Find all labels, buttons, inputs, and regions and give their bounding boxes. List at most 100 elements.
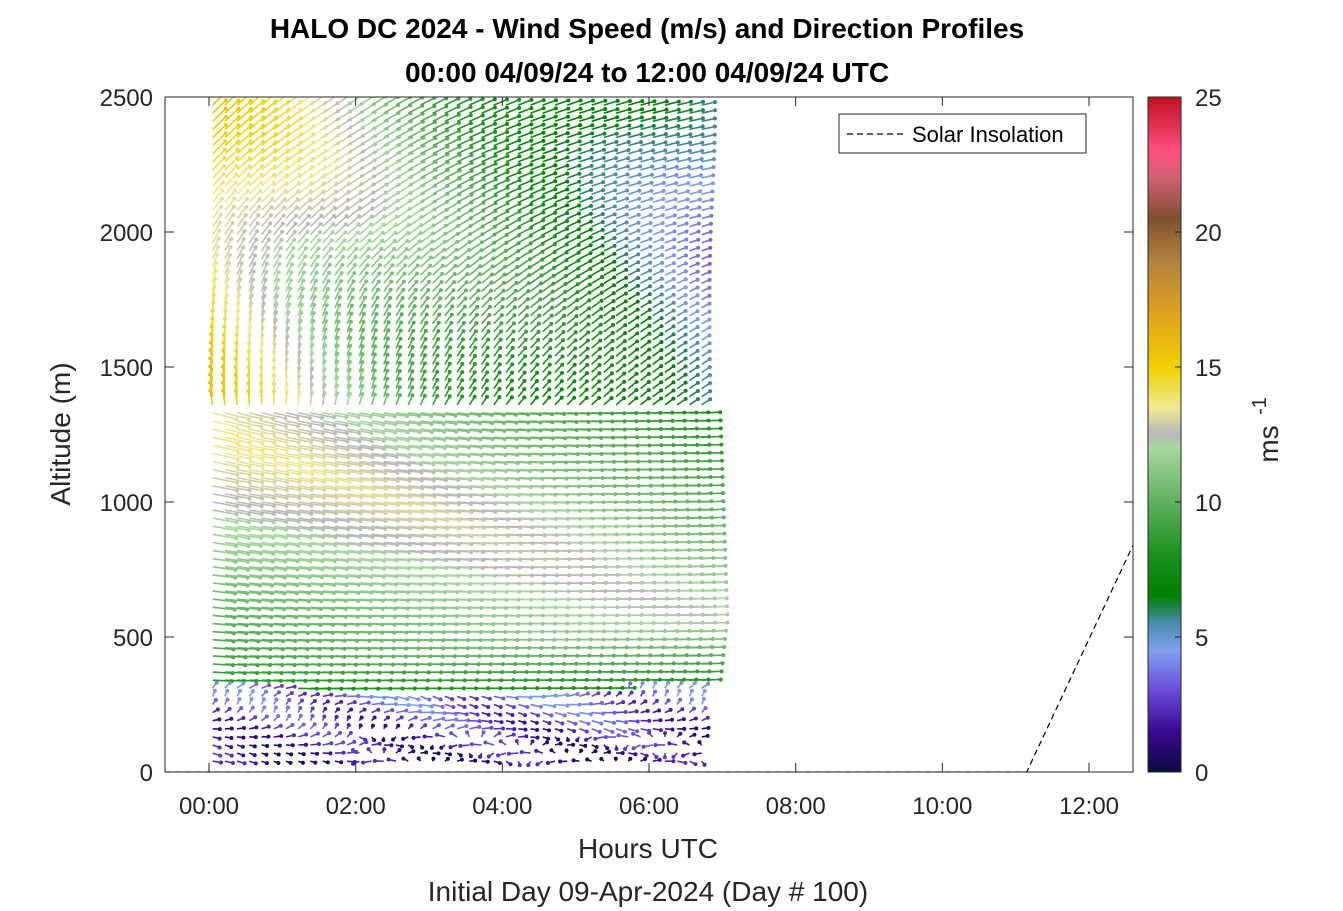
- wind-barb-head: [369, 431, 374, 436]
- wind-barb-shaft: [236, 97, 248, 106]
- wind-barb-head: [278, 253, 283, 258]
- wind-barb-shaft: [261, 444, 288, 452]
- wind-barb-shaft: [359, 582, 384, 586]
- wind-barb-shaft: [260, 231, 271, 244]
- wind-barb-shaft: [249, 557, 274, 563]
- wind-barb-head: [525, 305, 530, 310]
- wind-barb-head: [422, 361, 427, 366]
- wind-barb-head: [372, 715, 377, 720]
- wind-barb-head: [577, 219, 582, 224]
- wind-barb-shaft: [224, 436, 251, 444]
- wind-barb-head: [217, 727, 222, 732]
- wind-barb-head: [250, 705, 255, 710]
- wind-barb-head: [360, 360, 365, 365]
- wind-barb-head: [538, 289, 543, 294]
- wind-barb-shaft: [249, 574, 273, 579]
- wind-barb-shaft: [236, 517, 262, 523]
- wind-barb-head: [498, 345, 503, 350]
- wind-barb-shaft: [236, 468, 263, 476]
- wind-barb-head: [410, 385, 415, 390]
- wind-barb-head: [534, 387, 539, 392]
- wind-barb-shaft: [212, 460, 238, 468]
- wind-barb-head: [409, 723, 414, 728]
- wind-barb-shaft: [273, 606, 297, 610]
- wind-barb-shaft: [298, 460, 325, 467]
- wind-barb-shaft: [236, 493, 262, 500]
- wind-barb-head: [335, 85, 339, 89]
- wind-barb-head: [498, 712, 503, 717]
- wind-barb-shaft: [224, 238, 232, 252]
- wind-barb-head: [548, 329, 553, 334]
- wind-barb-head: [322, 463, 327, 468]
- wind-barb-shaft: [297, 174, 313, 187]
- wind-barb-shaft: [310, 501, 337, 507]
- wind-barb-shaft: [260, 206, 273, 220]
- wind-barb-head: [228, 245, 233, 250]
- wind-barb-shaft: [224, 476, 250, 484]
- wind-barb-head: [264, 714, 269, 719]
- wind-barb-shaft: [249, 493, 275, 499]
- wind-barb-shaft: [285, 190, 299, 203]
- wind-barb-head: [327, 270, 332, 275]
- wind-barb-shaft: [309, 231, 321, 244]
- wind-barb-shaft: [285, 517, 312, 523]
- wind-barb-head: [346, 455, 351, 460]
- wind-barb-head: [279, 237, 284, 242]
- wind-barb-shaft: [298, 622, 321, 626]
- wind-barb-head: [229, 716, 234, 721]
- wind-barb-head: [285, 472, 290, 477]
- wind-barb-head: [468, 89, 472, 93]
- wind-barb-shaft: [260, 239, 270, 252]
- wind-barb-shaft: [273, 190, 287, 203]
- wind-barb-shaft: [358, 248, 370, 260]
- wind-barb-shaft: [334, 199, 349, 212]
- wind-barb-head: [355, 238, 360, 243]
- wind-barb-head: [577, 131, 582, 136]
- wind-barb-head: [422, 734, 427, 739]
- wind-barb-head: [472, 386, 477, 391]
- wind-barb-head: [468, 121, 473, 126]
- wind-barb-head: [234, 425, 239, 430]
- wind-barb-shaft: [297, 247, 307, 260]
- wind-barb-shaft: [260, 311, 265, 324]
- wind-barb-shaft: [334, 582, 359, 586]
- wind-barb-head: [472, 394, 477, 399]
- wind-barb-shaft: [261, 574, 285, 579]
- wind-barb-head: [420, 88, 424, 92]
- wind-barb-shaft: [310, 428, 336, 435]
- wind-barb-shaft: [273, 460, 300, 468]
- wind-barb-head: [497, 386, 502, 391]
- wind-barb-head: [245, 188, 250, 193]
- wind-barb-shaft: [334, 493, 362, 499]
- wind-barb-shaft: [273, 630, 296, 634]
- wind-barb-head: [339, 279, 344, 284]
- wind-barb-head: [219, 196, 224, 201]
- wind-barb-shaft: [322, 574, 347, 578]
- wind-barb-head: [336, 327, 341, 332]
- wind-barb-head: [501, 280, 506, 285]
- wind-barb-shaft: [222, 358, 226, 373]
- wind-barb-shaft: [334, 476, 362, 483]
- wind-barb-head: [261, 697, 266, 702]
- wind-barb-head: [304, 238, 309, 243]
- wind-barb-shaft: [212, 622, 235, 627]
- wind-barb-shaft: [322, 412, 347, 419]
- wind-barb-shaft: [322, 501, 349, 507]
- wind-barb-shaft: [273, 574, 298, 579]
- wind-barb-head: [481, 121, 486, 126]
- wind-barb-shaft: [261, 460, 288, 468]
- wind-barb-head: [526, 289, 531, 294]
- wind-barb-shaft: [322, 517, 349, 523]
- wind-barb-shaft: [273, 247, 282, 260]
- wind-barb-head: [547, 362, 552, 367]
- wind-barb-shaft: [334, 517, 361, 522]
- wind-barb-shaft: [285, 452, 312, 459]
- wind-barb-head: [529, 202, 534, 207]
- wind-barb-head: [399, 744, 404, 749]
- wind-barb-shaft: [359, 428, 384, 434]
- wind-barb-head: [529, 122, 534, 127]
- wind-barb-head: [297, 495, 302, 500]
- wind-barb-head: [217, 220, 222, 225]
- wind-barb-shaft: [285, 574, 310, 579]
